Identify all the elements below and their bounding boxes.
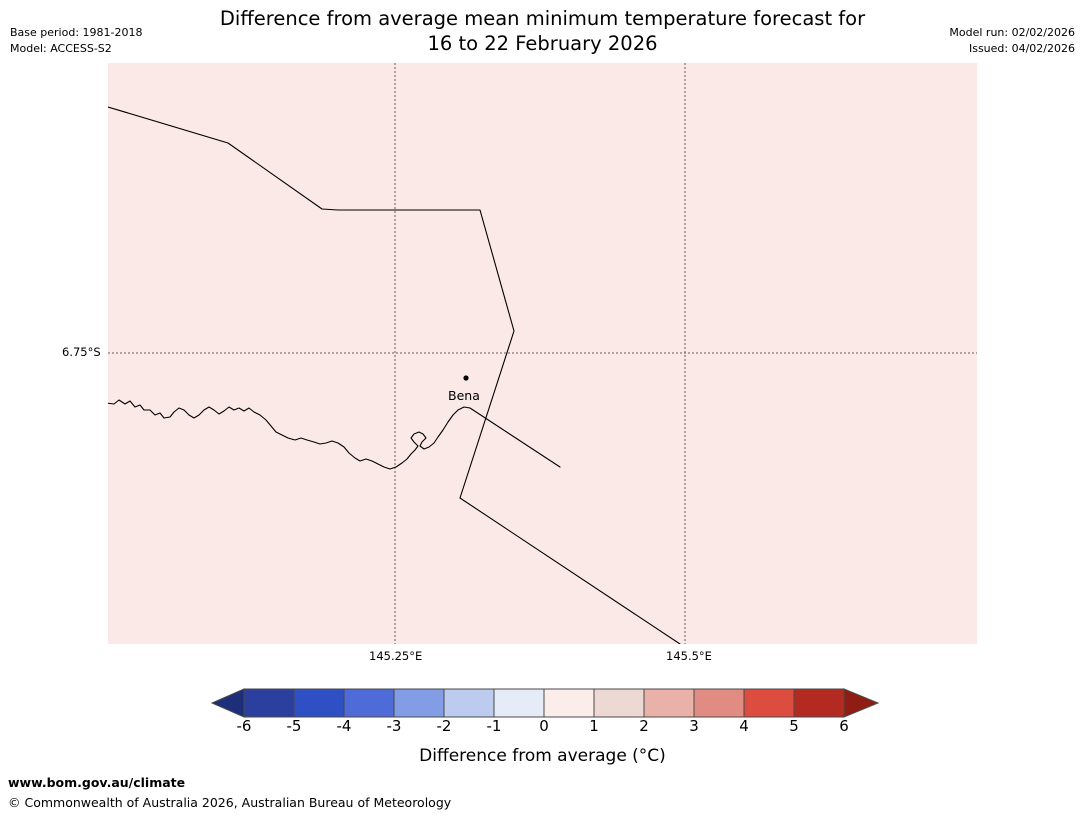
colorbar-tick--2: -2 (436, 717, 452, 735)
footer-copyright: © Commonwealth of Australia 2026, Austra… (8, 795, 452, 810)
boundary-inland-spur (469, 407, 561, 468)
colorbar-tick-2: 2 (639, 717, 649, 735)
colorbar-tick-3: 3 (689, 717, 699, 735)
colorbar-band-1 (243, 688, 295, 718)
map-boundaries (108, 106, 681, 644)
colorbar-tick--4: -4 (336, 717, 352, 735)
colorbar-tick-0: 0 (539, 717, 549, 735)
colorbar-band-8 (593, 688, 645, 718)
place-marker-bena[interactable] (463, 375, 469, 381)
colorbar-band-12 (793, 688, 845, 718)
colorbar-band-5 (443, 688, 495, 718)
colorbar-swatches (210, 688, 880, 718)
base-period-text: Base period: 1981-2018 (10, 26, 143, 39)
colorbar-band-11 (743, 688, 795, 718)
colorbar-band-6 (493, 688, 545, 718)
boundary-southeast (459, 497, 681, 644)
page-title-line-2: 16 to 22 February 2026 (427, 32, 658, 55)
page-title: Difference from average mean minimum tem… (0, 6, 1085, 56)
colorbar-band-7 (543, 688, 595, 718)
colorbar-band-2 (293, 688, 345, 718)
footer-url[interactable]: www.bom.gov.au/climate (8, 775, 186, 790)
map-gridlines (108, 63, 977, 644)
colorbar-tick--1: -1 (486, 717, 502, 735)
axis-label-longitude-2: 145.5°E (666, 649, 712, 663)
header-meta-left: Base period: 1981-2018 Model: ACCESS-S2 (10, 25, 142, 57)
colorbar-tick--3: -3 (386, 717, 402, 735)
colorbar-tick-5: 5 (789, 717, 799, 735)
axis-label-latitude: 6.75°S (62, 345, 101, 359)
axis-label-longitude-1: 145.25°E (369, 649, 423, 663)
page-title-line-1: Difference from average mean minimum tem… (219, 7, 866, 30)
colorbar-tick--6: -6 (236, 717, 252, 735)
colorbar-band-9 (643, 688, 695, 718)
colorbar-caption: Difference from average (°C) (419, 746, 666, 766)
model-text: Model: ACCESS-S2 (10, 42, 112, 55)
colorbar-under-arrow (210, 688, 245, 718)
colorbar-tick-6: 6 (839, 717, 849, 735)
colorbar-band-4 (393, 688, 445, 718)
colorbar-tick-labels: -6 -5 -4 -3 -2 -1 0 1 2 3 4 5 6 (210, 717, 880, 739)
colorbar-tick-4: 4 (739, 717, 749, 735)
colorbar-tick-1: 1 (589, 717, 599, 735)
colorbar-band-group (243, 688, 845, 718)
place-label-bena: Bena (448, 388, 480, 403)
forecast-map[interactable] (108, 63, 977, 644)
model-run-text: Model run: 02/02/2026 (949, 26, 1075, 39)
colorbar-band-3 (343, 688, 395, 718)
colorbar[interactable] (210, 686, 880, 722)
issued-text: Issued: 04/02/2026 (968, 42, 1075, 55)
map-canvas (108, 63, 977, 644)
boundary-north (108, 106, 515, 499)
colorbar-tick--5: -5 (286, 717, 302, 735)
coastline-west (108, 399, 471, 470)
colorbar-band-10 (693, 688, 745, 718)
colorbar-over-arrow (843, 688, 880, 718)
header-meta-right: Model run: 02/02/2026 Issued: 04/02/2026 (949, 25, 1075, 57)
